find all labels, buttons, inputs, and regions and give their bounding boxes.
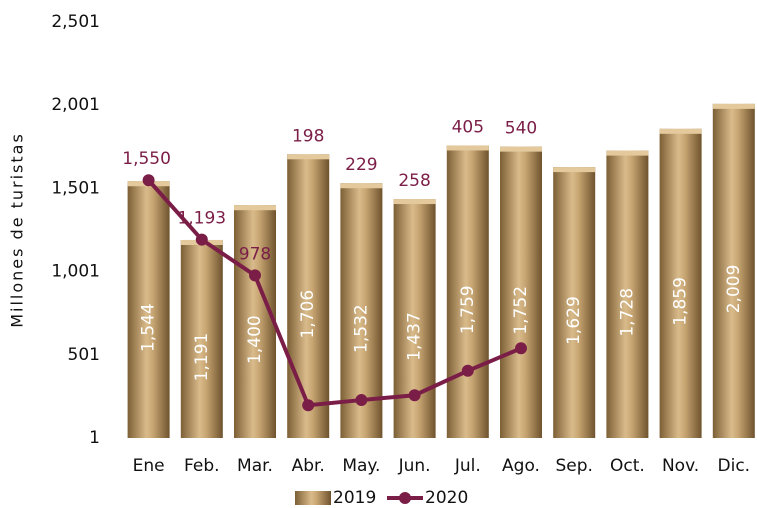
bar [234,205,276,438]
line-value-label: 540 [505,119,537,139]
bar-value-label: 1,532 [351,304,371,353]
bar-top [393,199,436,205]
x-tick-label: Dic. [718,456,751,476]
bar [127,181,170,438]
bar-value-label: 1,759 [458,285,478,334]
legend-swatch-dot [399,492,411,504]
line-value-label: 1,550 [122,149,171,169]
x-tick-label: Jun. [398,456,431,476]
point [355,394,368,407]
line-value-label: 229 [345,155,377,175]
x-tick-label: Sep. [555,456,592,476]
x-tick-label: Nov. [662,456,699,476]
point [408,389,421,402]
x-tick-label: Oct. [610,456,645,476]
line [147,178,522,408]
bar [180,239,223,438]
point [142,174,155,187]
bar-top [340,183,383,189]
bar-value-label: 1,400 [245,315,265,364]
bar-top [606,150,649,156]
y-tick-label: 2,501 [51,12,100,32]
x-tick-label: Abr. [292,456,325,476]
y-tick-label: 1,001 [51,262,100,282]
bar-top [659,128,702,134]
line-value-label: 1,193 [177,209,226,229]
x-tick-label: Ene [133,456,165,476]
point [302,399,315,412]
bar-top [500,146,542,152]
bar-value-label: 1,629 [564,296,584,345]
y-axis-title: Millones de turistas [8,132,27,328]
y-tick-label: 1,501 [51,178,100,198]
bar-value-label: 2,009 [724,265,744,314]
legend-label: 2020 [425,488,468,508]
bar-value-label: 1,859 [671,277,691,326]
y-tick-label: 1 [89,428,100,448]
bar-top [234,205,276,211]
bar-value-label: 1,191 [192,333,212,382]
bar-top [287,154,330,160]
bar [500,146,542,438]
bar-value-label: 1,752 [511,286,531,335]
x-tick-label: May. [342,456,380,476]
x-tick-label: Mar. [237,456,273,476]
bar [553,167,596,438]
bar-value-label: 1,544 [139,303,159,352]
bar-value-label: 1,728 [617,288,637,337]
legend-label: 2019 [333,488,376,508]
bar [659,128,702,438]
x-tick-label: Jul. [454,456,481,476]
bar [606,150,649,438]
line-value-label: 978 [239,244,271,264]
x-tick-label: Ago. [502,456,540,476]
y-tick-label: 501 [68,345,100,365]
line-value-label: 405 [452,117,484,137]
point [461,364,474,377]
legend-swatch [295,491,331,505]
bar-value-label: 1,437 [405,312,425,361]
bar [712,103,755,438]
bar [287,154,330,438]
y-tick-label: 2,001 [51,95,100,115]
line-value-label: 198 [292,126,324,146]
point [249,269,261,282]
bar-top [446,145,489,151]
bar-top [712,103,755,109]
x-tick-label: Feb. [184,456,220,476]
bar-value-label: 1,706 [298,290,318,339]
bar [446,145,489,438]
point [195,233,208,246]
line-value-label: 258 [398,171,430,191]
bar-top [553,167,596,173]
point [515,342,527,355]
